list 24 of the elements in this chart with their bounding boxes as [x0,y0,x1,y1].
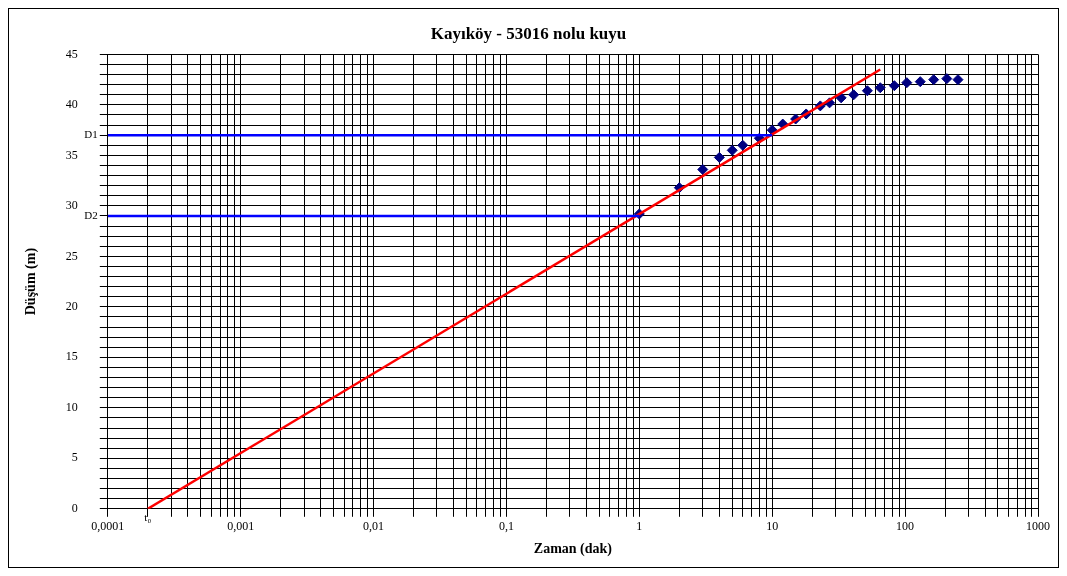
series-label: D2 [84,208,98,221]
y-tick-label: 10 [65,399,78,414]
x-tick-label: 10 [766,519,779,534]
x-tick-label: 1 [636,519,643,534]
series-label: D1 [84,128,98,141]
x-tick-label: 0,01 [363,519,385,534]
x-tick-label: 0,001 [227,519,255,534]
chart-title: Kayıköy - 53016 nolu kuyu [430,23,627,43]
y-tick-label: 45 [65,46,78,61]
y-tick-label: 15 [65,349,78,364]
x-tick-label: 0,1 [498,519,514,534]
y-tick-label: 35 [65,147,78,162]
x-tick-label: 1000 [1026,519,1050,534]
y-axis-title: Düşüm (m) [23,247,40,316]
y-tick-label: 25 [65,248,78,263]
x-tick-label: 100 [896,519,915,534]
annotation: t₀ [144,511,152,524]
x-axis-title: Zaman (dak) [533,541,613,558]
y-tick-label: 0 [71,500,78,515]
y-tick-label: 20 [65,299,78,313]
y-tick-label: 5 [71,450,78,465]
y-tick-label: 30 [65,198,78,213]
y-tick-label: 40 [65,97,78,112]
x-tick-label: 0,0001 [91,519,125,534]
